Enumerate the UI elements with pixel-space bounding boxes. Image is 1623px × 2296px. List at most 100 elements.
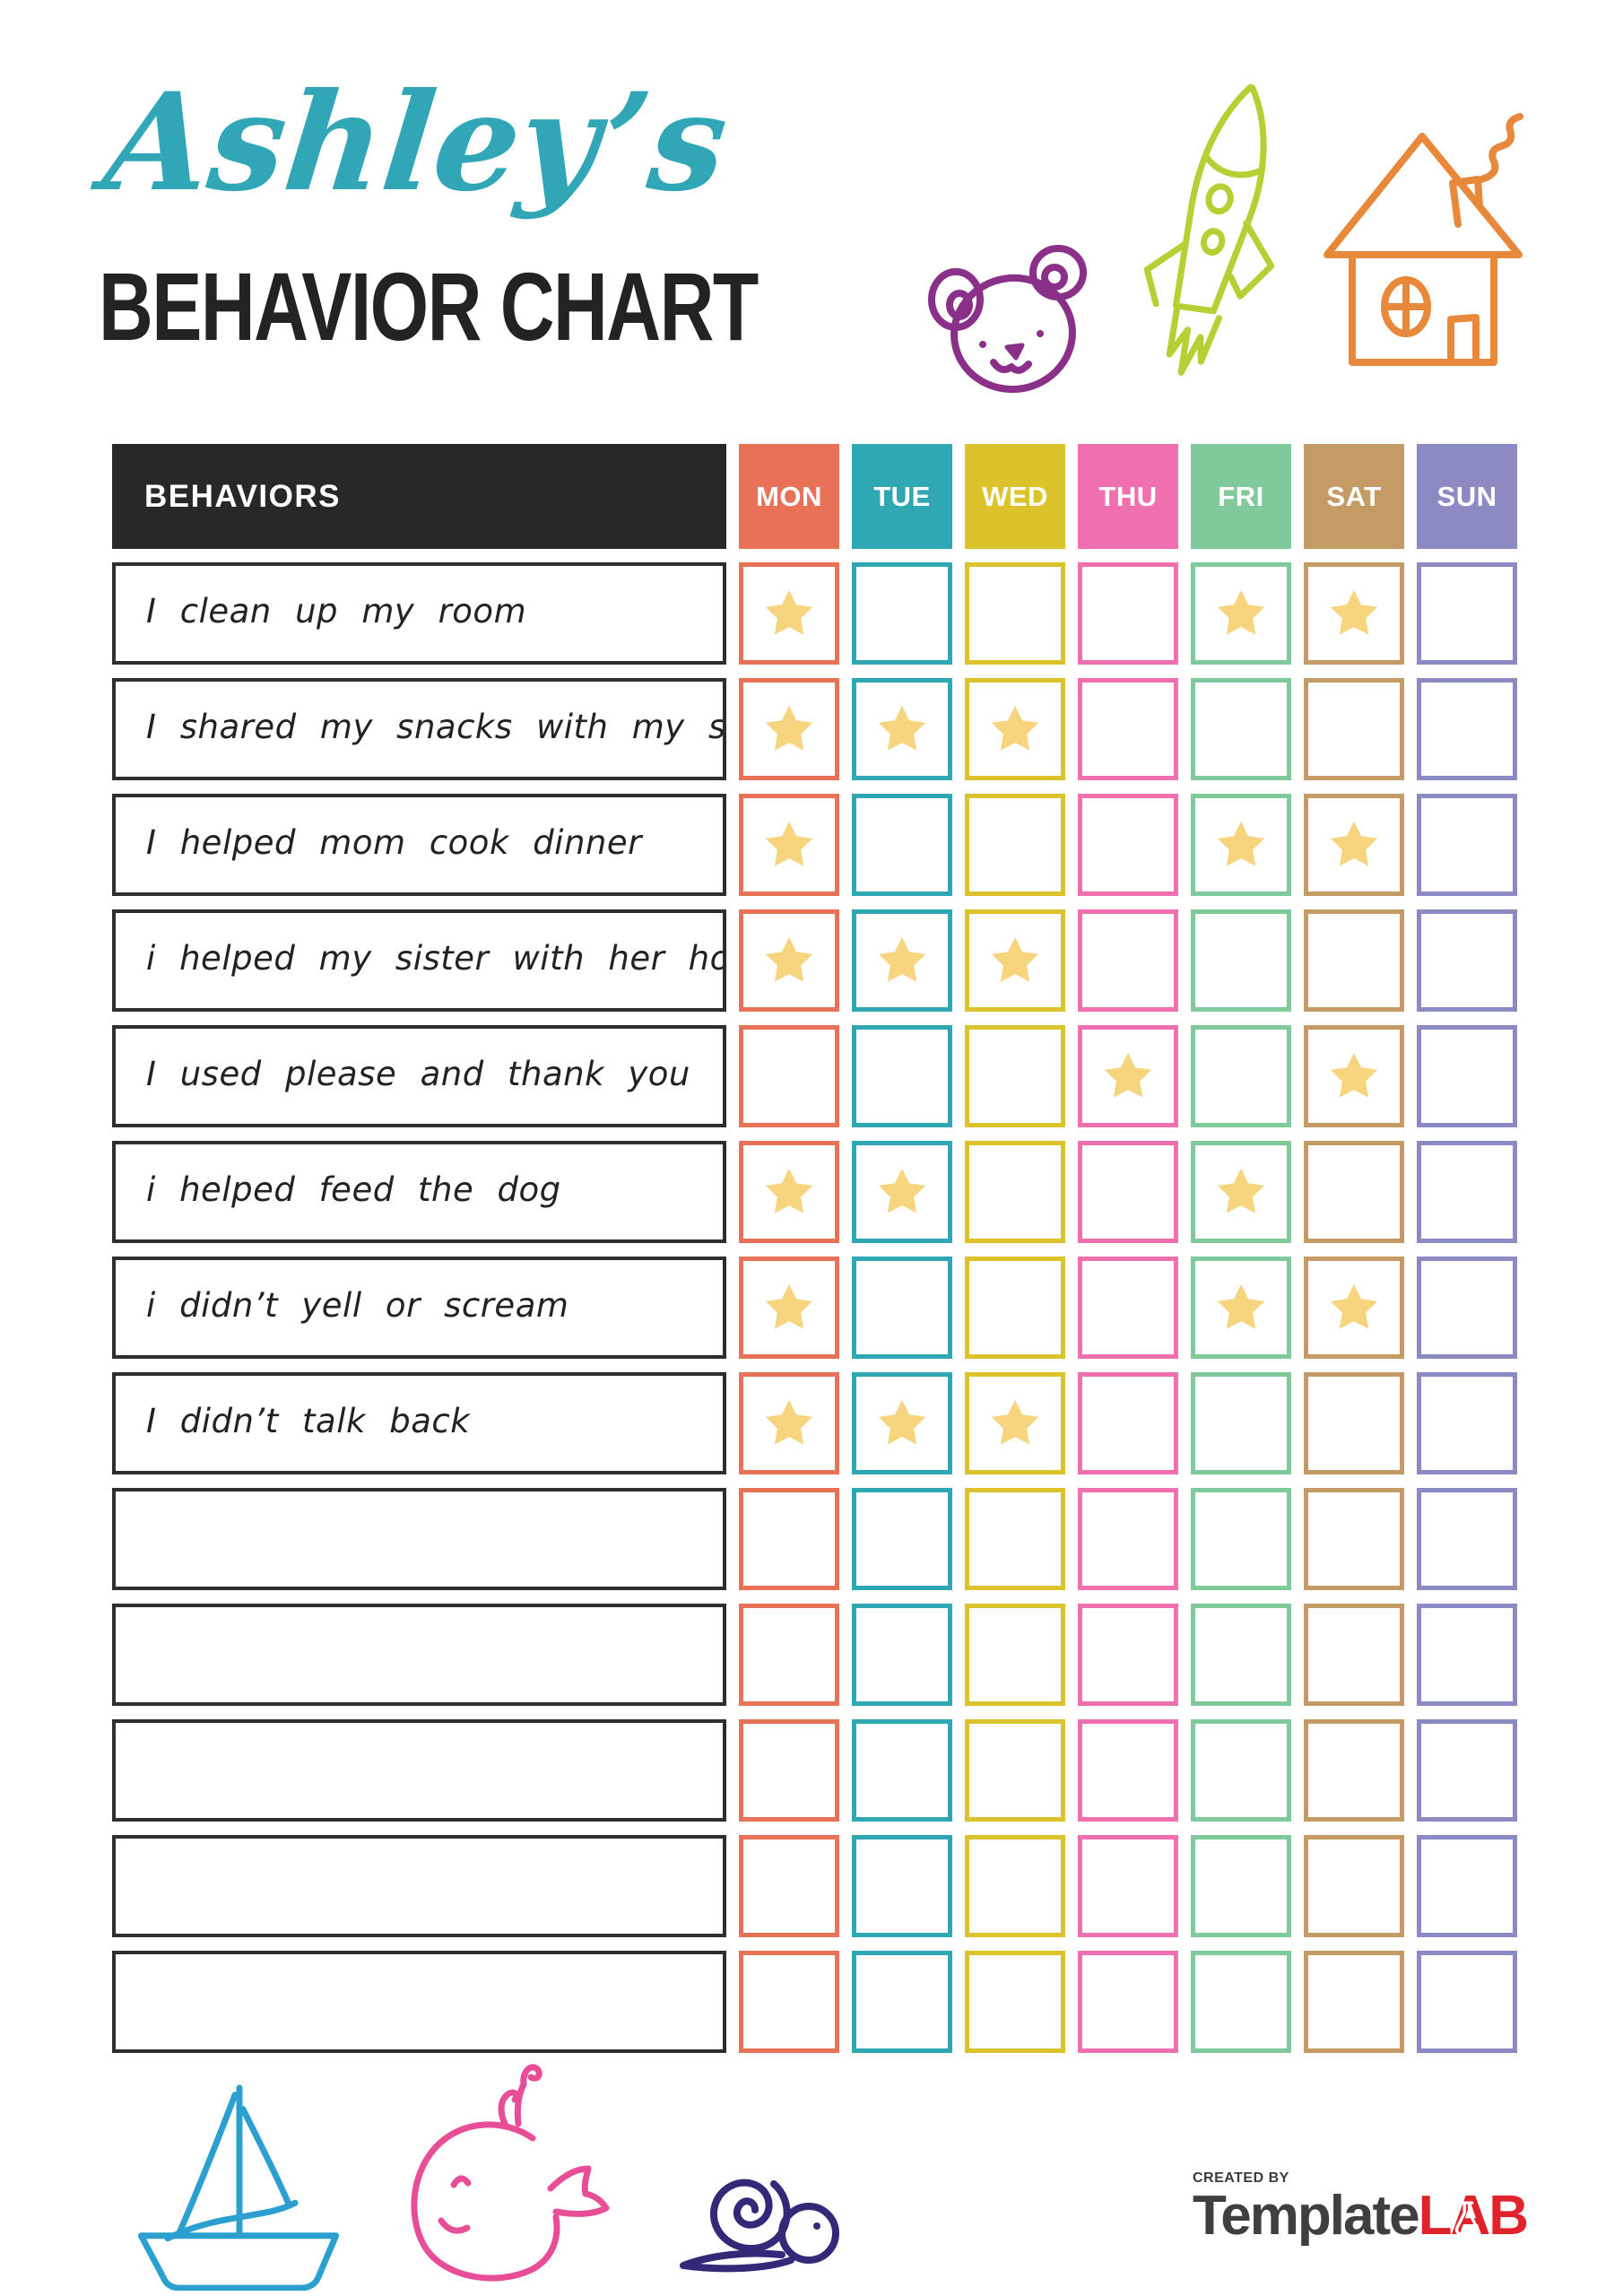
- brand-name-part: Template: [1193, 2185, 1420, 2247]
- day-cell-wed: [965, 1025, 1065, 1127]
- day-cell-mon: [739, 794, 839, 896]
- day-cell-thu: [1078, 794, 1178, 896]
- star-icon: [765, 1283, 813, 1329]
- day-cell-mon: [739, 1257, 839, 1359]
- day-cell-sat: [1304, 678, 1404, 780]
- day-cell-fri: [1191, 1141, 1291, 1243]
- day-cell-thu: [1078, 909, 1178, 1012]
- behavior-label: I clean up my room: [112, 562, 726, 665]
- day-cell-tue: [852, 794, 952, 896]
- day-cell-sun: [1417, 678, 1517, 780]
- day-cell-fri: [1191, 678, 1291, 780]
- day-cell-sat: [1304, 1488, 1404, 1590]
- star-icon: [1104, 1052, 1152, 1098]
- day-cell-tue: [852, 1835, 952, 1937]
- brand-suffix-part: LAB: [1418, 2185, 1529, 2247]
- day-cell-sun: [1417, 1372, 1517, 1474]
- day-cell-wed: [965, 1951, 1065, 2053]
- behavior-label: I shared my snacks with my sister: [112, 678, 726, 780]
- bear-icon: [916, 244, 1124, 398]
- day-cell-thu: [1078, 1719, 1178, 1822]
- sailboat-icon: [131, 2074, 346, 2291]
- day-cell-mon: [739, 1025, 839, 1127]
- day-cell-sun: [1417, 1951, 1517, 2053]
- day-cell-fri: [1191, 794, 1291, 896]
- day-cell-fri: [1191, 1488, 1291, 1590]
- day-cell-sat: [1304, 562, 1404, 665]
- day-cell-sat: [1304, 1372, 1404, 1474]
- behavior-label: i helped feed the dog: [112, 1141, 726, 1243]
- behavior-label: [112, 1488, 726, 1590]
- day-cell-mon: [739, 562, 839, 665]
- day-cell-tue: [852, 1604, 952, 1706]
- star-icon: [765, 1399, 813, 1445]
- behaviors-header: BEHAVIORS: [112, 444, 726, 549]
- day-cell-wed: [965, 1604, 1065, 1706]
- day-cell-fri: [1191, 562, 1291, 665]
- day-cell-wed: [965, 678, 1065, 780]
- day-cell-thu: [1078, 1604, 1178, 1706]
- day-cell-tue: [852, 678, 952, 780]
- day-cell-sat: [1304, 1141, 1404, 1243]
- flask-icon: [1454, 2201, 1479, 2236]
- star-icon: [1217, 821, 1265, 866]
- created-by-label: CREATED BY: [1193, 2170, 1289, 2186]
- day-cell-sat: [1304, 1719, 1404, 1822]
- day-header-sun: SUN: [1417, 444, 1517, 549]
- day-header-thu: THU: [1078, 444, 1178, 549]
- day-cell-mon: [739, 1835, 839, 1937]
- star-icon: [991, 936, 1039, 982]
- day-cell-mon: [739, 909, 839, 1012]
- star-icon: [1217, 1283, 1265, 1329]
- behavior-label: [112, 1604, 726, 1706]
- day-cell-wed: [965, 1835, 1065, 1937]
- snail-icon: [647, 2127, 859, 2285]
- day-cell-thu: [1078, 678, 1178, 780]
- star-icon: [765, 821, 813, 866]
- day-cell-mon: [739, 1141, 839, 1243]
- day-cell-wed: [965, 909, 1065, 1012]
- day-header-mon: MON: [739, 444, 839, 549]
- day-cell-sun: [1417, 1141, 1517, 1243]
- behavior-label: I didn’t talk back: [112, 1372, 726, 1474]
- day-cell-tue: [852, 1372, 952, 1474]
- page-title: BEHAVIOR CHART: [99, 252, 759, 361]
- day-cell-sat: [1304, 909, 1404, 1012]
- behavior-label: [112, 1719, 726, 1822]
- behavior-label: [112, 1951, 726, 2053]
- star-icon: [878, 936, 926, 982]
- behavior-label: I helped mom cook dinner: [112, 794, 726, 896]
- star-icon: [991, 1399, 1039, 1445]
- day-cell-wed: [965, 562, 1065, 665]
- day-cell-thu: [1078, 1025, 1178, 1127]
- day-cell-fri: [1191, 1604, 1291, 1706]
- day-cell-sun: [1417, 1835, 1517, 1937]
- day-cell-tue: [852, 562, 952, 665]
- star-icon: [765, 589, 813, 635]
- brand-name: TemplateLAB: [1193, 2185, 1529, 2247]
- day-cell-sun: [1417, 1257, 1517, 1359]
- day-cell-thu: [1078, 1372, 1178, 1474]
- day-cell-sun: [1417, 909, 1517, 1012]
- day-cell-sat: [1304, 1604, 1404, 1706]
- day-cell-fri: [1191, 1719, 1291, 1822]
- star-icon: [1330, 821, 1378, 866]
- day-cell-thu: [1078, 1835, 1178, 1937]
- day-cell-fri: [1191, 1025, 1291, 1127]
- behavior-label: [112, 1835, 726, 1937]
- day-cell-wed: [965, 1488, 1065, 1590]
- day-cell-mon: [739, 1488, 839, 1590]
- day-cell-sat: [1304, 1257, 1404, 1359]
- star-icon: [991, 705, 1039, 751]
- day-cell-wed: [965, 794, 1065, 896]
- day-cell-wed: [965, 1372, 1065, 1474]
- star-icon: [1330, 1283, 1378, 1329]
- day-cell-sun: [1417, 1719, 1517, 1822]
- day-cell-sun: [1417, 794, 1517, 896]
- behavior-label: i helped my sister with her homework: [112, 909, 726, 1012]
- day-cell-thu: [1078, 1488, 1178, 1590]
- star-icon: [878, 1168, 926, 1213]
- day-header-wed: WED: [965, 444, 1065, 549]
- day-cell-mon: [739, 1951, 839, 2053]
